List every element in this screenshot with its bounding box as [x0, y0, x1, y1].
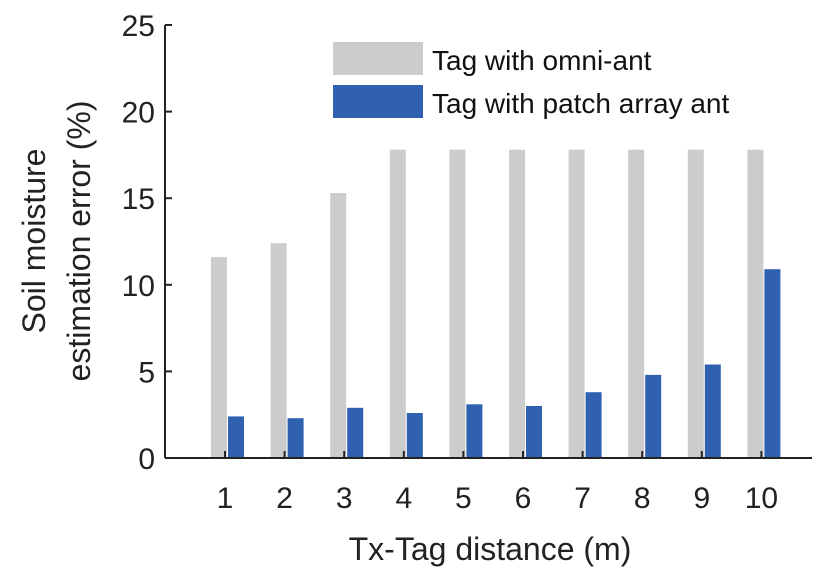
x-tick-label-8: 8: [634, 482, 651, 515]
legend-swatch-patch: [333, 85, 423, 118]
x-ticks-group: 1 2 3 4 5 6 7 8 9 10: [217, 451, 778, 515]
bar-omni-8: [628, 149, 645, 458]
legend-label-patch: Tag with patch array ant: [432, 88, 729, 119]
y-tick-label-15: 15: [122, 183, 155, 216]
x-tick-label-1: 1: [217, 482, 234, 515]
y-axis-label-line-2: estimation error (%): [61, 101, 97, 382]
legend: Tag with omni-ant Tag with patch array a…: [333, 42, 729, 119]
bar-patch-5: [466, 404, 483, 458]
legend-swatch-omni: [333, 42, 423, 75]
bar-omni-1: [211, 257, 227, 458]
bar-patch-2: [287, 418, 304, 458]
bar-omni-7: [568, 149, 585, 458]
bar-patch-10: [764, 269, 781, 458]
bar-patch-9: [704, 364, 721, 458]
bar-patch-6: [526, 406, 542, 458]
bar-omni-9: [687, 149, 704, 458]
bar-patch-1: [228, 416, 244, 458]
bar-omni-10: [747, 149, 764, 458]
bar-omni-5: [449, 149, 466, 458]
x-tick-label-3: 3: [336, 482, 353, 515]
bar-patch-4: [406, 413, 423, 458]
bar-patch-7: [585, 392, 602, 458]
y-tick-label-0: 0: [138, 443, 155, 476]
y-axis-label-line-1: Soil moisture: [16, 149, 52, 334]
bar-omni-2: [270, 243, 287, 458]
y-tick-label-25: 25: [122, 10, 155, 43]
y-axis-label: Soil moisture estimation error (%): [16, 101, 97, 382]
bar-patch-8: [645, 374, 662, 458]
axes-group: [164, 25, 812, 459]
legend-label-omni: Tag with omni-ant: [432, 45, 652, 76]
bar-omni-6: [509, 149, 525, 458]
bars-group: [211, 149, 781, 458]
y-tick-label-5: 5: [138, 356, 155, 389]
x-tick-label-10: 10: [745, 482, 778, 515]
x-tick-label-7: 7: [574, 482, 591, 515]
y-tick-label-10: 10: [122, 270, 155, 303]
bar-patch-3: [347, 407, 364, 458]
y-ticks-group: 0 5 10 15 20 25: [122, 10, 172, 476]
y-tick-label-20: 20: [122, 97, 155, 130]
bar-omni-3: [330, 193, 347, 458]
x-tick-label-5: 5: [455, 482, 472, 515]
x-tick-label-9: 9: [693, 482, 710, 515]
bar-omni-4: [389, 149, 406, 458]
x-tick-label-6: 6: [515, 482, 532, 515]
x-axis-label: Tx-Tag distance (m): [349, 531, 632, 567]
x-tick-label-2: 2: [276, 482, 293, 515]
x-tick-label-4: 4: [395, 482, 412, 515]
